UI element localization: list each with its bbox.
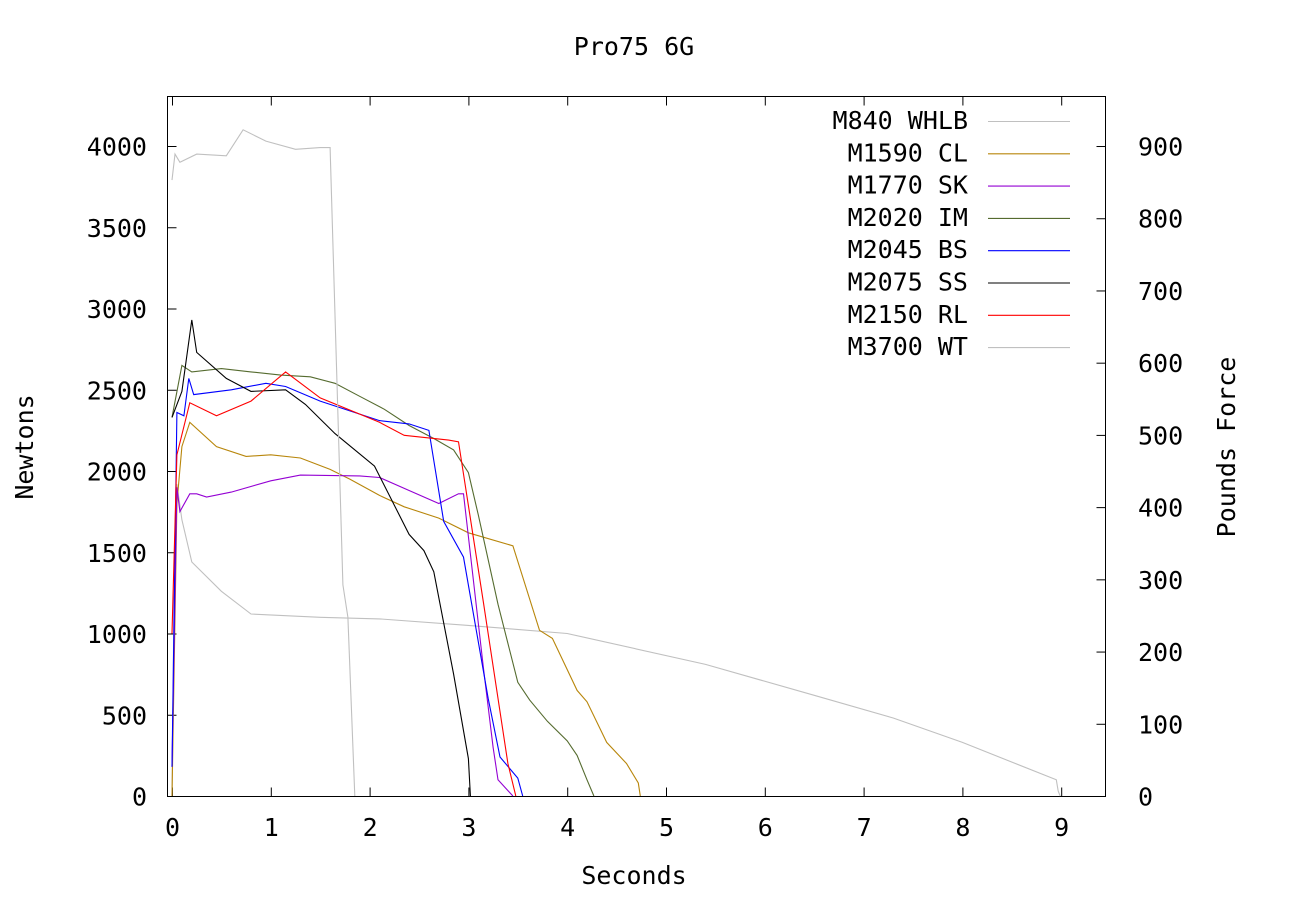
y-tick-label: 2000 <box>87 458 147 487</box>
y-tick-label: 2500 <box>87 376 147 405</box>
legend-label-m2075-ss: M2075 SS <box>848 268 968 297</box>
x-tick-label: 1 <box>264 813 279 842</box>
x-tick-label: 4 <box>560 813 575 842</box>
y2-tick-label: 200 <box>1138 638 1183 667</box>
legend: M840 WHLB M1590 CL M1770 SK M2020 IM M2045 B… <box>833 106 1070 361</box>
series-line-m1770-sk <box>171 474 514 797</box>
legend-label-m2150-rl: M2150 RL <box>848 300 968 329</box>
y2-tick-label: 300 <box>1138 566 1183 595</box>
series-line-m2150-rl <box>171 371 517 797</box>
y-tick-label: 1000 <box>87 620 147 649</box>
y2-tick-label: 400 <box>1138 494 1183 523</box>
y2-tick-label: 900 <box>1138 133 1183 162</box>
legend-label-m1770-sk: M1770 SK <box>848 171 968 200</box>
y2-tick-label: 100 <box>1138 710 1183 739</box>
series-line-m3700-wt <box>171 129 356 797</box>
x-tick-label: 7 <box>857 813 872 842</box>
series-line-m2020-im <box>171 364 595 797</box>
y-axis-ticks: 0 500 1000 1500 2000 2500 3000 3500 4000 <box>87 133 177 812</box>
x-tick-label: 5 <box>659 813 674 842</box>
y-tick-label: 1500 <box>87 539 147 568</box>
legend-label-m2020-im: M2020 IM <box>848 203 968 232</box>
x-tick-label: 3 <box>461 813 476 842</box>
y-tick-label: 3500 <box>87 214 147 243</box>
y-tick-label: 4000 <box>87 133 147 162</box>
series-line-m1590-cl <box>171 421 641 797</box>
x-tick-label: 9 <box>1054 813 1069 842</box>
x-tick-label: 6 <box>758 813 773 842</box>
y2-tick-label: 800 <box>1138 205 1183 234</box>
y2-axis-label: Pounds Force <box>1212 357 1241 538</box>
x-axis-label: Seconds <box>581 861 686 890</box>
series-line-m2045-bs <box>171 378 524 797</box>
y2-tick-label: 700 <box>1138 277 1183 306</box>
chart-title: Pro75 6G <box>574 32 694 61</box>
legend-label-m2045-bs: M2045 BS <box>848 235 968 264</box>
series-line-m2075-ss <box>171 319 471 797</box>
legend-label-m1590-cl: M1590 CL <box>848 138 968 167</box>
y-tick-label: 3000 <box>87 295 147 324</box>
plot-frame <box>167 96 1106 797</box>
legend-label-m840-whlb: M840 WHLB <box>833 106 968 135</box>
y2-tick-label: 0 <box>1138 783 1153 812</box>
y-tick-label: 0 <box>132 783 147 812</box>
series-layer <box>171 129 1061 797</box>
x-axis-ticks: 0 1 2 3 4 5 6 7 8 9 <box>165 96 1069 842</box>
y2-axis-ticks: 0 100 200 300 400 500 600 700 800 900 <box>1096 133 1183 812</box>
legend-label-m3700-wt: M3700 WT <box>848 332 968 361</box>
y-axis-label: Newtons <box>10 394 39 499</box>
y-tick-label: 500 <box>102 701 147 730</box>
x-tick-label: 0 <box>165 813 180 842</box>
y2-tick-label: 600 <box>1138 349 1183 378</box>
x-tick-label: 8 <box>955 813 970 842</box>
series-line-m840-whlb <box>171 483 1061 797</box>
x-tick-label: 2 <box>363 813 378 842</box>
y2-tick-label: 500 <box>1138 421 1183 450</box>
